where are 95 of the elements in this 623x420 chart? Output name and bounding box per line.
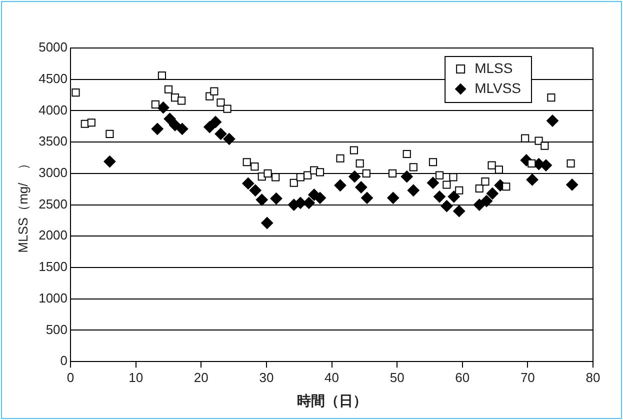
point xyxy=(428,158,438,166)
point xyxy=(104,156,116,168)
point xyxy=(473,198,486,211)
point xyxy=(348,170,361,183)
y-tick-label: 1500 xyxy=(38,259,68,274)
point xyxy=(87,118,96,127)
point xyxy=(178,96,186,105)
point xyxy=(481,178,490,186)
point xyxy=(426,176,439,189)
point xyxy=(304,171,312,180)
point xyxy=(151,100,160,108)
point xyxy=(448,190,460,203)
point xyxy=(387,192,400,204)
y-axis-title: MLSS（mg/ ） xyxy=(15,156,30,253)
point xyxy=(434,190,446,203)
point xyxy=(272,173,280,182)
y-tick-label: 5000 xyxy=(38,40,68,55)
point xyxy=(356,159,364,168)
point xyxy=(261,216,274,229)
y-tick-label: 500 xyxy=(46,322,68,337)
point xyxy=(216,98,225,107)
point xyxy=(407,184,420,196)
x-tick-label: 60 xyxy=(455,370,470,385)
point xyxy=(242,177,254,190)
point xyxy=(388,169,397,178)
point xyxy=(480,195,493,208)
y-tick-label: 0 xyxy=(60,353,68,368)
point xyxy=(250,162,259,171)
point xyxy=(502,182,510,191)
point xyxy=(242,158,251,166)
point xyxy=(316,168,324,176)
point xyxy=(210,116,222,128)
point xyxy=(223,104,232,113)
point xyxy=(409,163,418,172)
point xyxy=(494,166,503,174)
point xyxy=(453,205,466,218)
x-tick-label: 70 xyxy=(520,370,535,385)
point xyxy=(290,178,298,187)
y-tick-label: 3500 xyxy=(38,134,68,149)
point xyxy=(350,146,358,154)
point xyxy=(334,179,346,192)
point xyxy=(223,132,236,145)
point xyxy=(566,178,578,191)
x-tick-label: 20 xyxy=(194,370,208,385)
point xyxy=(314,192,326,204)
point xyxy=(361,192,374,204)
point xyxy=(214,128,227,140)
legend-label: MLVSS xyxy=(474,80,522,96)
x-tick-label: 50 xyxy=(390,370,404,385)
point xyxy=(547,94,556,102)
point xyxy=(546,114,559,127)
point xyxy=(72,88,80,97)
point xyxy=(355,181,368,194)
point xyxy=(528,159,536,168)
point xyxy=(400,170,413,183)
x-tick-label: 30 xyxy=(259,370,274,385)
point xyxy=(336,154,344,162)
point xyxy=(210,87,218,96)
point xyxy=(486,188,498,200)
point xyxy=(526,174,538,186)
point xyxy=(442,180,451,189)
point xyxy=(566,159,575,168)
y-tick-label: 3000 xyxy=(38,165,68,180)
point xyxy=(435,171,444,180)
point xyxy=(540,142,549,150)
x-tick-label: 10 xyxy=(128,370,144,385)
point xyxy=(264,169,272,178)
point xyxy=(455,186,464,194)
point xyxy=(176,122,188,135)
point xyxy=(488,161,496,170)
y-tick-label: 4000 xyxy=(38,102,68,118)
point xyxy=(521,134,530,142)
y-tick-label: 2500 xyxy=(38,196,68,212)
point xyxy=(440,200,453,212)
y-tick-label: 2000 xyxy=(38,228,68,243)
point xyxy=(204,121,216,134)
point xyxy=(151,122,164,135)
point xyxy=(249,184,262,196)
point xyxy=(106,130,114,138)
point xyxy=(270,192,282,205)
x-tick-label: 40 xyxy=(324,370,339,385)
point xyxy=(402,150,411,158)
legend-label: MLSS xyxy=(474,60,513,76)
point xyxy=(475,184,484,193)
x-tick-label: 80 xyxy=(586,370,600,385)
point xyxy=(169,119,182,132)
point xyxy=(362,169,370,178)
point xyxy=(164,112,176,125)
y-tick-label: 4500 xyxy=(38,70,68,86)
y-tick-label: 1000 xyxy=(38,290,68,306)
point xyxy=(157,102,170,114)
point xyxy=(256,194,268,206)
point xyxy=(164,85,173,94)
x-axis-title: 時間（日） xyxy=(296,392,367,408)
point xyxy=(449,173,458,182)
